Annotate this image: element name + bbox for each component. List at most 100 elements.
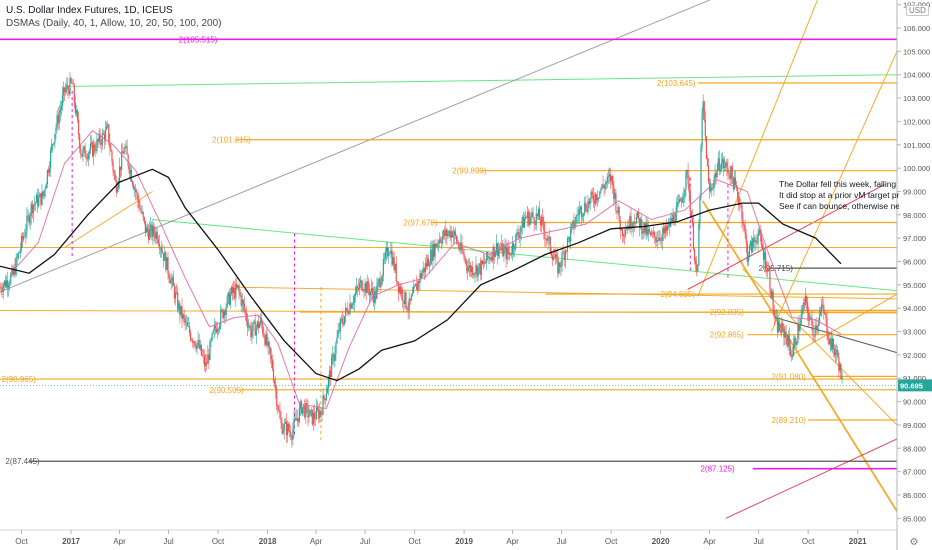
candle-body [233, 288, 235, 293]
candle-body [413, 286, 416, 287]
candle-body [471, 266, 473, 273]
y-tick-label: 105.000 [903, 47, 930, 56]
candle-body [648, 229, 650, 232]
candle-body [4, 280, 6, 287]
candle-body [289, 430, 291, 432]
indicator-legend[interactable]: DSMAs (Daily, 40, 1, Allow, 10, 20, 50, … [6, 18, 222, 29]
candle-body [607, 176, 610, 177]
candle-body [132, 184, 135, 190]
level-label: 2(90.505) [209, 386, 244, 395]
candle-body [208, 354, 210, 360]
candle-body [405, 291, 407, 308]
candle-body [513, 243, 515, 250]
candle-body [197, 339, 199, 344]
candle-body [653, 232, 655, 235]
candle-body [235, 283, 237, 299]
candle-body [782, 322, 784, 327]
trendline [71, 74, 897, 87]
level-label: 2(99.890) [452, 167, 487, 176]
candle-body [324, 398, 326, 400]
candle-body [451, 231, 453, 238]
candle-body [658, 237, 660, 241]
candle-body [96, 139, 98, 151]
candle-body [655, 236, 657, 242]
candle-body [545, 238, 547, 240]
candle-body [113, 171, 115, 175]
candle-body [647, 229, 649, 235]
candle-body [407, 310, 409, 311]
candle-body [689, 192, 691, 212]
candle-body [33, 203, 36, 206]
candle-body [301, 407, 304, 414]
candle-body [663, 228, 666, 234]
candle-body [268, 341, 270, 348]
candle-body [111, 151, 113, 162]
candle-body [213, 325, 215, 331]
candle-body [761, 244, 763, 250]
candle-body [9, 283, 11, 286]
candle-body [127, 154, 129, 167]
candle-body [84, 146, 86, 158]
candle-body [811, 317, 813, 326]
candle-body [704, 120, 706, 137]
candle-body [393, 257, 395, 271]
candle-body [473, 274, 475, 276]
candle-body [327, 377, 330, 389]
y-tick-label: 98.000 [903, 211, 926, 220]
candle-body [264, 336, 266, 345]
candle-body [551, 255, 554, 260]
candle-body [8, 285, 10, 288]
candle-body [387, 247, 389, 257]
candle-body [54, 134, 56, 143]
candle-body [64, 87, 66, 93]
candle-body [312, 412, 314, 425]
candle-body [561, 252, 563, 266]
candle-body [120, 166, 122, 170]
candle-body [210, 339, 212, 342]
candle-body [98, 133, 100, 142]
candle-body [259, 318, 262, 324]
candle-body [173, 285, 176, 299]
candle-body [61, 95, 64, 106]
candle-body [182, 314, 184, 320]
candle-body [597, 198, 599, 201]
candle-body [838, 356, 840, 371]
candle-body [18, 252, 20, 253]
currency-badge[interactable]: USD [906, 5, 929, 16]
gear-icon[interactable]: ⚙ [910, 537, 919, 548]
candle-body [454, 231, 457, 237]
candle-body [48, 168, 51, 173]
y-tick-label: 104.000 [903, 71, 930, 80]
candle-body [611, 175, 613, 181]
candle-body [271, 359, 274, 370]
candle-body [199, 344, 201, 349]
candle-body [564, 250, 566, 260]
candle-body [192, 339, 194, 343]
candle-body [578, 209, 580, 215]
candle-body [200, 344, 202, 355]
candle-body [115, 180, 117, 193]
candle-body [620, 229, 622, 231]
y-tick-label: 89.000 [903, 421, 926, 430]
candle-body [216, 329, 219, 333]
x-tick-label: 2021 [849, 537, 867, 546]
annotation-note[interactable]: The Dollar fell this week, falling throu… [779, 179, 899, 212]
candle-body [509, 252, 512, 255]
candle-body [794, 338, 796, 345]
candle-body [0, 287, 1, 288]
candle-body [430, 249, 432, 266]
candle-body [371, 288, 374, 295]
candle-body [198, 339, 200, 349]
candle-body [640, 219, 642, 229]
candle-body [819, 311, 822, 316]
candle-body [801, 309, 803, 315]
candle-body [181, 306, 183, 320]
candle-body [128, 166, 130, 174]
candle-body [770, 288, 772, 299]
candle-body [234, 288, 236, 299]
candle-body [32, 205, 34, 214]
x-tick-label: Apr [506, 537, 519, 546]
candle-body [603, 186, 605, 189]
candle-body [156, 231, 158, 241]
